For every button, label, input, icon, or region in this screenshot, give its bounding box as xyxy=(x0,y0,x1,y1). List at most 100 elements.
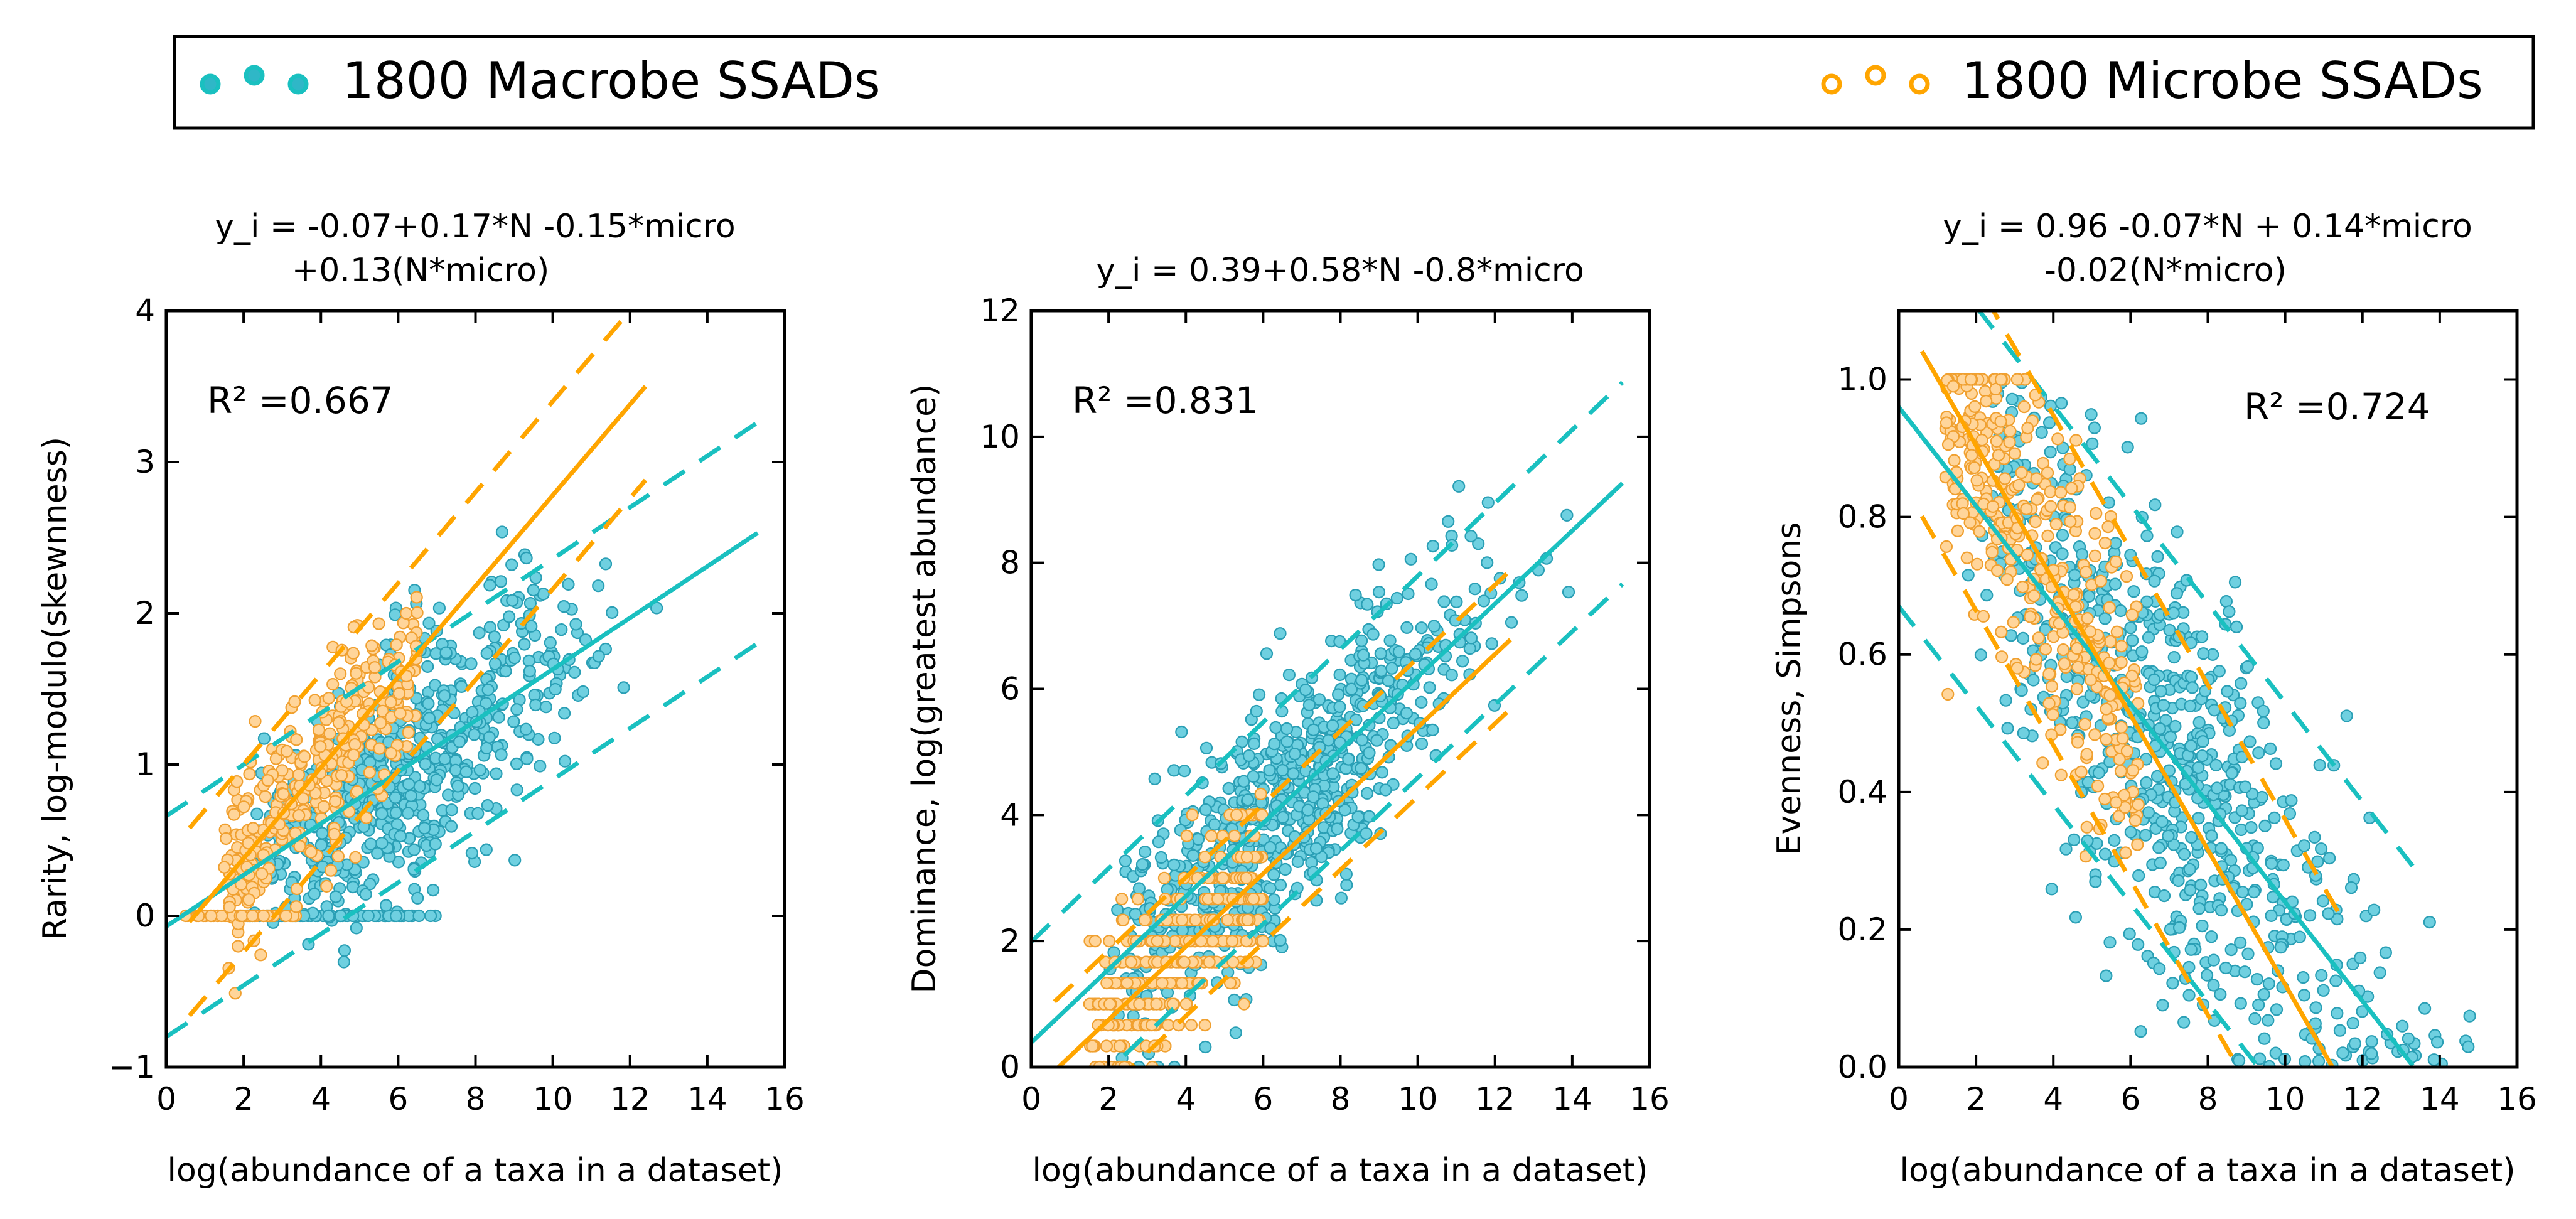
scatter-point xyxy=(2080,820,2093,834)
scatter-point xyxy=(2068,833,2081,846)
scatter-point xyxy=(1392,645,1405,658)
legend-frame xyxy=(173,35,2535,130)
scatter-point xyxy=(592,579,605,593)
scatter-point xyxy=(1228,829,1241,842)
scatter-point xyxy=(2016,580,2029,594)
scatter-point xyxy=(2238,965,2251,979)
scatter-point xyxy=(2132,798,2145,812)
prediction-band-line xyxy=(1990,311,2341,915)
scatter-point xyxy=(480,741,493,754)
scatter-point xyxy=(292,768,305,781)
scatter-point xyxy=(1282,668,1296,682)
scatter-point xyxy=(312,723,326,736)
scatter-point xyxy=(1987,500,2000,513)
scatter-point xyxy=(2315,969,2328,982)
x-tick-label: 14 xyxy=(1552,1081,1592,1117)
scatter-point xyxy=(371,847,384,860)
scatter-point xyxy=(2041,466,2054,480)
scatter-point xyxy=(362,909,375,923)
scatter-point xyxy=(1103,935,1116,948)
scatter-point xyxy=(2092,766,2105,780)
scatter-point xyxy=(2078,717,2091,731)
scatter-point xyxy=(227,808,240,821)
scatter-point xyxy=(2021,548,2034,562)
scatter-point xyxy=(480,697,493,710)
scatter-point xyxy=(1274,933,1287,947)
scatter-point xyxy=(468,781,481,795)
scatter-point xyxy=(2184,739,2198,753)
scatter-point xyxy=(1960,551,1973,564)
scatter-point xyxy=(2063,463,2076,476)
scatter-point xyxy=(2103,657,2116,670)
scatter-point xyxy=(417,808,430,822)
scatter-point xyxy=(2196,749,2209,763)
scatter-point xyxy=(1226,955,1240,969)
scatter-point xyxy=(2153,962,2166,975)
scatter-point xyxy=(2100,702,2113,716)
scatter-point xyxy=(2004,424,2017,438)
scatter-point xyxy=(2293,930,2306,943)
evenness-r2: R² =0.724 xyxy=(2244,385,2430,428)
scatter-point xyxy=(490,767,503,780)
scatter-point xyxy=(1404,552,1417,566)
scatter-point xyxy=(2012,478,2026,491)
scatter-point xyxy=(2134,1025,2147,1038)
scatter-point xyxy=(451,780,464,793)
scatter-point xyxy=(1119,854,1132,867)
scatter-point xyxy=(2005,392,2019,405)
scatter-point xyxy=(2027,674,2040,687)
scatter-point xyxy=(2154,685,2167,698)
scatter-point xyxy=(2135,412,2148,425)
scatter-point xyxy=(2354,951,2367,965)
scatter-point xyxy=(2172,874,2185,888)
scatter-point xyxy=(1131,893,1144,906)
y-tick-label: 8 xyxy=(1000,545,1020,581)
scatter-point xyxy=(2270,1003,2284,1016)
scatter-point xyxy=(1980,394,1993,408)
scatter-point xyxy=(2207,979,2220,992)
legend-marker xyxy=(1909,73,1930,95)
scatter-point xyxy=(1464,530,1478,543)
scatter-point xyxy=(534,760,547,773)
scatter-point xyxy=(2142,631,2155,644)
scatter-point xyxy=(2135,645,2149,658)
scatter-point xyxy=(1450,595,1463,609)
scatter-point xyxy=(2312,1055,2326,1067)
scatter-point xyxy=(1113,1039,1127,1053)
scatter-point xyxy=(2236,886,2249,899)
scatter-point xyxy=(576,685,590,699)
scatter-point xyxy=(1357,648,1370,662)
scatter-point xyxy=(1991,564,2004,577)
scatter-point xyxy=(495,748,508,761)
scatter-point xyxy=(507,715,520,728)
scatter-point xyxy=(1977,610,1990,623)
scatter-point xyxy=(2115,640,2128,653)
scatter-point xyxy=(523,665,537,678)
scatter-point xyxy=(205,909,218,923)
scatter-point xyxy=(2131,838,2144,851)
scatter-point xyxy=(1331,822,1344,835)
scatter-point xyxy=(1133,997,1146,1011)
scatter-point xyxy=(539,701,553,714)
scatter-point xyxy=(1225,935,1239,948)
scatter-point xyxy=(1189,913,1202,926)
scatter-point xyxy=(2277,858,2290,872)
scatter-point xyxy=(2083,589,2096,603)
scatter-point xyxy=(1167,858,1181,872)
scatter-point xyxy=(1505,616,1518,629)
legend-marker xyxy=(287,73,309,95)
fit-line xyxy=(1031,481,1624,1044)
scatter-point xyxy=(392,687,406,701)
scatter-point xyxy=(1355,674,1368,687)
scatter-point xyxy=(2080,566,2093,579)
scatter-point xyxy=(2126,634,2139,647)
scatter-point xyxy=(2348,1037,2361,1050)
scatter-point xyxy=(2065,481,2078,495)
scatter-point xyxy=(1415,621,1428,635)
scatter-point xyxy=(2166,977,2179,990)
scatter-point xyxy=(2116,732,2129,745)
scatter-point xyxy=(322,909,335,923)
scatter-point xyxy=(2140,529,2154,542)
scatter-point xyxy=(2170,587,2184,600)
scatter-point xyxy=(2192,761,2205,775)
